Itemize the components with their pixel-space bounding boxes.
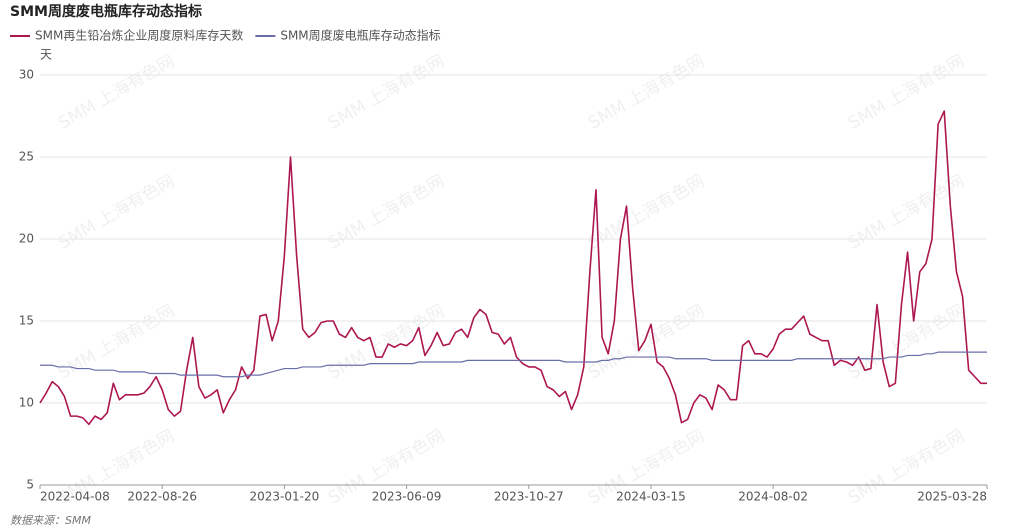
x-tick-label: 2025-03-28: [917, 490, 987, 504]
legend-label: SMM再生铅冶炼企业周度原料库存天数: [35, 28, 243, 43]
watermark: SMM 上海有色网: [325, 51, 448, 134]
watermark: SMM 上海有色网: [325, 171, 448, 254]
y-tick-label: 5: [26, 478, 34, 492]
series-line: [40, 351, 987, 378]
x-tick-label: 2023-10-27: [494, 490, 564, 504]
x-tick-label: 2022-08-26: [127, 490, 197, 504]
x-tick-label: 2023-01-20: [250, 490, 320, 504]
y-tick-label: 10: [19, 396, 34, 410]
legend-label: SMM周度废电瓶库存动态指标: [280, 28, 440, 43]
series-line: [39, 110, 987, 426]
watermark: SMM 上海有色网: [585, 171, 708, 254]
y-tick-label: 15: [19, 314, 34, 328]
watermark: SMM 上海有色网: [55, 51, 178, 134]
y-tick-label: 30: [19, 68, 34, 82]
y-unit: 天: [40, 48, 52, 62]
watermark: SMM 上海有色网: [585, 51, 708, 134]
chart-title: SMM周度废电瓶库存动态指标: [10, 3, 202, 20]
watermark: SMM 上海有色网: [845, 51, 968, 134]
x-tick-label: 2022-04-08: [40, 490, 110, 504]
y-tick-label: 20: [19, 232, 34, 246]
y-tick-label: 25: [19, 150, 34, 164]
x-tick-label: 2024-03-15: [616, 490, 686, 504]
watermark: SMM 上海有色网: [325, 301, 448, 384]
x-tick-label: 2023-06-09: [372, 490, 442, 504]
source: 数据来源：SMM: [10, 514, 91, 527]
watermark: SMM 上海有色网: [55, 171, 178, 254]
x-tick-label: 2024-08-02: [738, 490, 808, 504]
watermark: SMM 上海有色网: [845, 301, 968, 384]
